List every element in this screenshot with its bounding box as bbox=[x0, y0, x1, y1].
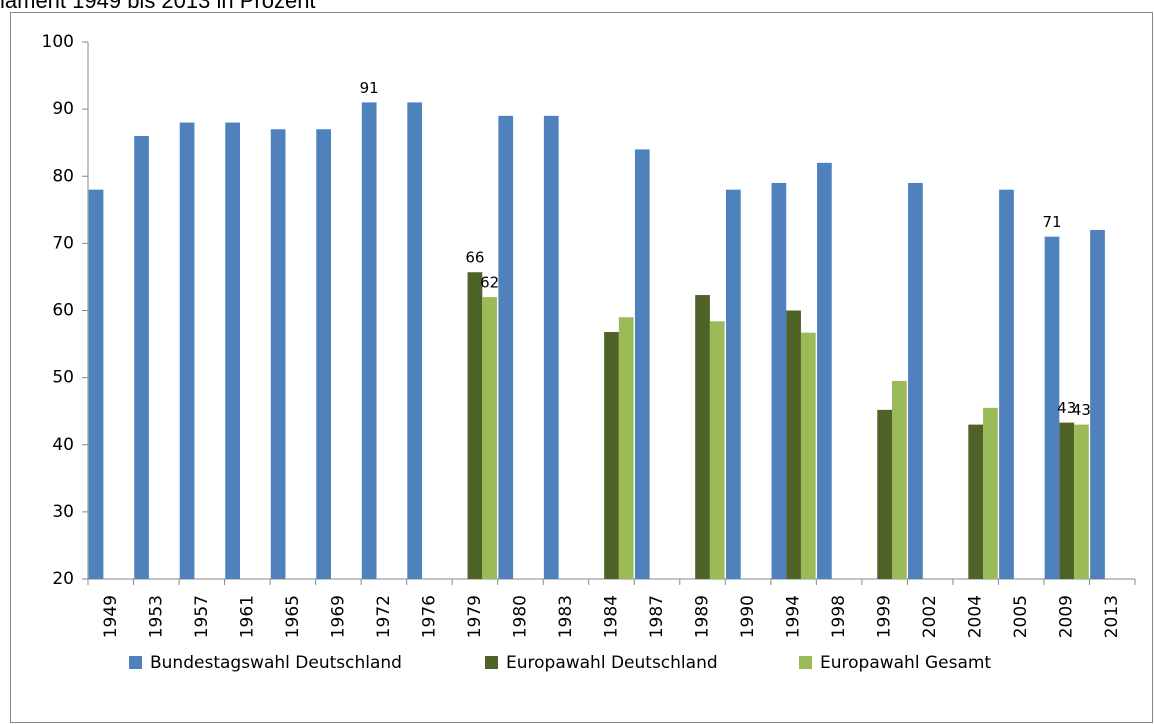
bar bbox=[983, 407, 998, 579]
x-tick-label: 1972 bbox=[374, 595, 394, 638]
x-tick-label: 1949 bbox=[101, 595, 121, 638]
x-tick-label: 1983 bbox=[556, 595, 576, 638]
y-tick-label: 100 bbox=[42, 32, 74, 52]
data-label: 43 bbox=[1072, 401, 1091, 419]
bar bbox=[1090, 229, 1105, 579]
y-tick-label: 30 bbox=[52, 502, 74, 522]
x-tick-label: 1976 bbox=[419, 595, 439, 638]
bar bbox=[817, 162, 832, 579]
bar bbox=[179, 122, 195, 580]
x-tick-label: 1965 bbox=[283, 595, 303, 638]
bar bbox=[270, 129, 286, 579]
data-label: 91 bbox=[360, 79, 379, 97]
bar bbox=[725, 189, 741, 580]
bar bbox=[908, 182, 923, 579]
legend-label: Bundestagswahl Deutschland bbox=[150, 653, 402, 673]
bar bbox=[634, 149, 650, 579]
bar bbox=[88, 189, 104, 580]
bar bbox=[482, 297, 498, 579]
bar bbox=[498, 115, 514, 580]
bar bbox=[543, 115, 559, 580]
legend-swatch bbox=[799, 656, 812, 669]
bar bbox=[225, 122, 240, 580]
y-tick-label: 20 bbox=[52, 569, 74, 589]
bar bbox=[316, 129, 332, 579]
x-tick-label: 1987 bbox=[647, 595, 667, 638]
x-tick-label: 1998 bbox=[829, 595, 849, 638]
y-tick-label: 90 bbox=[52, 99, 74, 119]
bar bbox=[968, 424, 984, 579]
x-tick-label: 1953 bbox=[146, 595, 166, 638]
legend-label: Europawahl Gesamt bbox=[820, 653, 991, 673]
chart-frame bbox=[10, 12, 1153, 723]
x-tick-label: 1980 bbox=[510, 595, 530, 638]
bar bbox=[407, 102, 423, 579]
y-tick-label: 80 bbox=[52, 166, 74, 186]
x-tick-label: 2002 bbox=[920, 595, 940, 638]
data-label: 43 bbox=[1057, 399, 1076, 417]
bar bbox=[786, 310, 801, 579]
data-label: 62 bbox=[480, 274, 499, 292]
bar bbox=[1044, 236, 1060, 579]
bar bbox=[1074, 424, 1089, 579]
bar bbox=[800, 332, 816, 579]
y-tick-label: 60 bbox=[52, 301, 74, 321]
bar bbox=[877, 409, 892, 579]
y-tick-label: 70 bbox=[52, 233, 74, 253]
x-tick-label: 1979 bbox=[465, 595, 485, 638]
x-tick-label: 1999 bbox=[875, 595, 895, 638]
x-tick-label: 1990 bbox=[738, 595, 758, 638]
data-label: 71 bbox=[1042, 213, 1061, 231]
bar bbox=[709, 321, 725, 579]
bar bbox=[467, 272, 483, 579]
x-tick-label: 2009 bbox=[1057, 595, 1077, 638]
bar bbox=[999, 189, 1014, 580]
bar bbox=[604, 331, 619, 579]
bar bbox=[695, 295, 710, 579]
x-tick-label: 1957 bbox=[192, 595, 212, 638]
chart-title: lament 1949 bis 2013 in Prozent bbox=[0, 0, 316, 13]
bar bbox=[891, 380, 907, 579]
y-tick-label: 40 bbox=[52, 435, 74, 455]
bar bbox=[134, 135, 149, 579]
bar bbox=[1059, 422, 1075, 579]
x-tick-label: 2005 bbox=[1011, 595, 1031, 638]
x-tick-label: 1969 bbox=[328, 595, 348, 638]
x-tick-label: 2004 bbox=[966, 595, 986, 638]
x-tick-label: 1984 bbox=[602, 595, 622, 638]
x-tick-label: 1989 bbox=[693, 595, 713, 638]
bar bbox=[361, 102, 377, 579]
x-tick-label: 2013 bbox=[1102, 595, 1122, 638]
bar bbox=[771, 182, 787, 579]
bar bbox=[618, 317, 634, 579]
legend-swatch bbox=[485, 656, 498, 669]
legend-swatch bbox=[129, 656, 142, 669]
data-label: 66 bbox=[465, 249, 484, 267]
x-tick-label: 1994 bbox=[784, 595, 804, 638]
x-tick-label: 1961 bbox=[237, 595, 257, 638]
legend-label: Europawahl Deutschland bbox=[506, 653, 718, 673]
y-tick-label: 50 bbox=[52, 368, 74, 388]
